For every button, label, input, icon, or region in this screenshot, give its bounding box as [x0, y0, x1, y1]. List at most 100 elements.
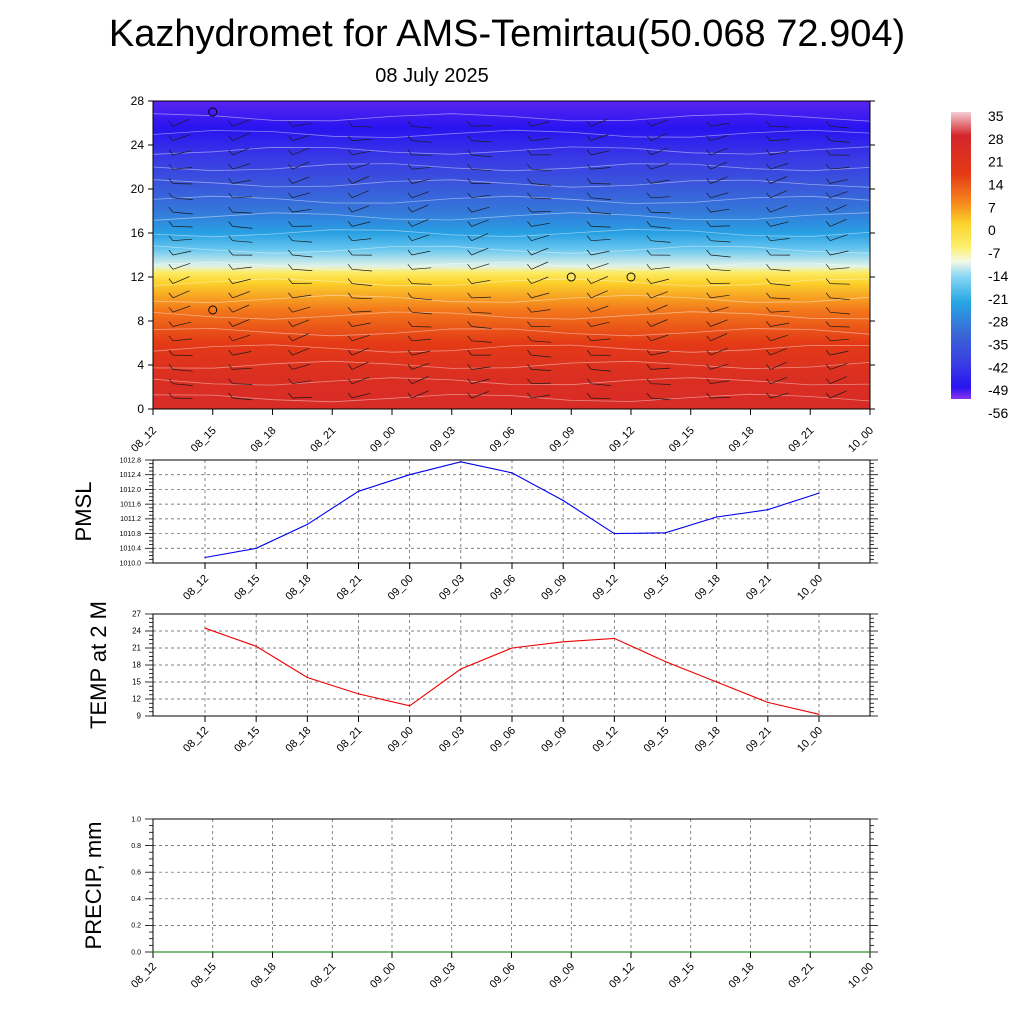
wind-barb: [288, 292, 312, 299]
colorbar-label: 14: [988, 177, 1004, 193]
wind-barb: [168, 221, 193, 228]
x-tick-label: 08_18: [249, 425, 279, 455]
wind-barb: [766, 376, 788, 385]
data-point: [306, 523, 308, 525]
wind-barb: [407, 376, 429, 385]
wind-barb: [228, 178, 252, 184]
data-point: [749, 951, 752, 953]
wind-barb: [347, 321, 371, 327]
x-tick-label: 09_12: [607, 425, 637, 455]
wind-barb: [467, 206, 490, 213]
wind-barb: [407, 121, 432, 129]
colorbar-label: -56: [988, 405, 1008, 421]
wind-barb: [467, 192, 491, 199]
series-line: [204, 627, 820, 715]
wind-barb: [407, 204, 429, 213]
wind-barb: [228, 364, 252, 370]
isotherm-line: [153, 377, 870, 386]
data-point: [869, 951, 871, 953]
wind-barb: [646, 132, 668, 141]
wind-barb: [407, 390, 429, 399]
isotherm-line: [153, 360, 870, 370]
y-tick-label: 1.0: [131, 816, 141, 823]
wind-barb: [407, 306, 432, 315]
wind-barb: [467, 378, 490, 385]
x-tick-label: 09_21: [786, 961, 816, 991]
wind-barb: [646, 364, 671, 370]
x-tick-label: 09_06: [488, 961, 518, 991]
wind-barb: [646, 147, 668, 156]
wind-barb: [407, 264, 432, 270]
y-tick-label: 1011.6: [120, 501, 141, 508]
wind-barb: [467, 321, 492, 329]
wind-barb: [288, 134, 311, 141]
wind-barb: [347, 121, 372, 128]
isotherm-contours: [153, 113, 870, 403]
x-tick-label: 10_00: [795, 573, 825, 603]
y-tick-label: 0.4: [131, 896, 141, 903]
colorbar: 35 28 21 14 7 0 -7 -14 -21 -28 -35 -42 -49 -56: [951, 108, 1008, 421]
colorbar-label: -7: [988, 245, 1001, 261]
y-axis-title: PMSL: [71, 482, 96, 542]
wind-barb: [407, 191, 430, 199]
wind-barb: [347, 392, 371, 399]
wind-barb: [288, 392, 312, 399]
wind-barb: [825, 249, 849, 256]
wind-barb: [586, 321, 610, 327]
x-tick-label: 09_03: [437, 725, 467, 755]
wind-barb: [288, 221, 312, 227]
wind-barb: [586, 378, 612, 386]
wind-barb: [646, 221, 671, 229]
wind-barb: [766, 392, 789, 399]
wind-barb: [168, 290, 190, 299]
wind-barb: [288, 278, 312, 284]
wind-barb: [706, 392, 731, 399]
wind-barb: [228, 349, 252, 356]
data-point: [613, 637, 615, 639]
data-point: [511, 472, 513, 474]
wind-barb: [646, 206, 671, 214]
colorbar-label: -28: [988, 314, 1008, 330]
wind-barb: [347, 361, 369, 370]
wind-barb: [288, 235, 313, 243]
wind-barb: [168, 134, 191, 141]
wind-barb: [646, 178, 670, 184]
wind-barb: [168, 235, 193, 242]
wind-barb: [586, 221, 611, 228]
isotherm-line: [153, 278, 870, 287]
wind-barb: [228, 278, 251, 284]
wind-barb: [706, 235, 731, 243]
x-tick-label: 09_18: [693, 725, 723, 755]
wind-barb: [467, 278, 491, 284]
y-tick-label: 27: [132, 610, 141, 619]
wind-barb: [168, 249, 192, 256]
wind-barb: [527, 306, 551, 313]
x-tick-label: 10_00: [846, 425, 876, 455]
x-tick-label: 10_00: [846, 961, 876, 991]
colorbar-label: 28: [988, 131, 1004, 147]
data-point: [510, 951, 513, 953]
data-point: [511, 647, 513, 649]
wind-barb: [825, 363, 848, 370]
wind-barb: [467, 121, 492, 127]
x-tick-label: 08_15: [232, 725, 262, 755]
calm-wind-marker: [208, 305, 218, 315]
wind-barb: [586, 206, 612, 215]
y-tick-label: 24: [132, 627, 141, 636]
plot-frame: [152, 459, 871, 564]
wind-barb: [467, 292, 492, 299]
wind-barb: [407, 234, 430, 242]
y-tick-label: 4: [137, 358, 144, 372]
y-tick-label: 1012.0: [120, 487, 142, 494]
data-point: [357, 693, 360, 695]
wind-barb: [586, 235, 611, 242]
wind-barb: [347, 149, 371, 156]
wind-barb: [766, 361, 788, 370]
wind-barb: [347, 205, 370, 213]
x-tick-label: 09_15: [667, 961, 697, 991]
wind-barb: [228, 291, 250, 299]
data-point: [255, 645, 257, 647]
y-tick-label: 16: [131, 226, 145, 240]
x-tick-label: 08_18: [249, 961, 279, 991]
wind-barb: [228, 163, 251, 170]
